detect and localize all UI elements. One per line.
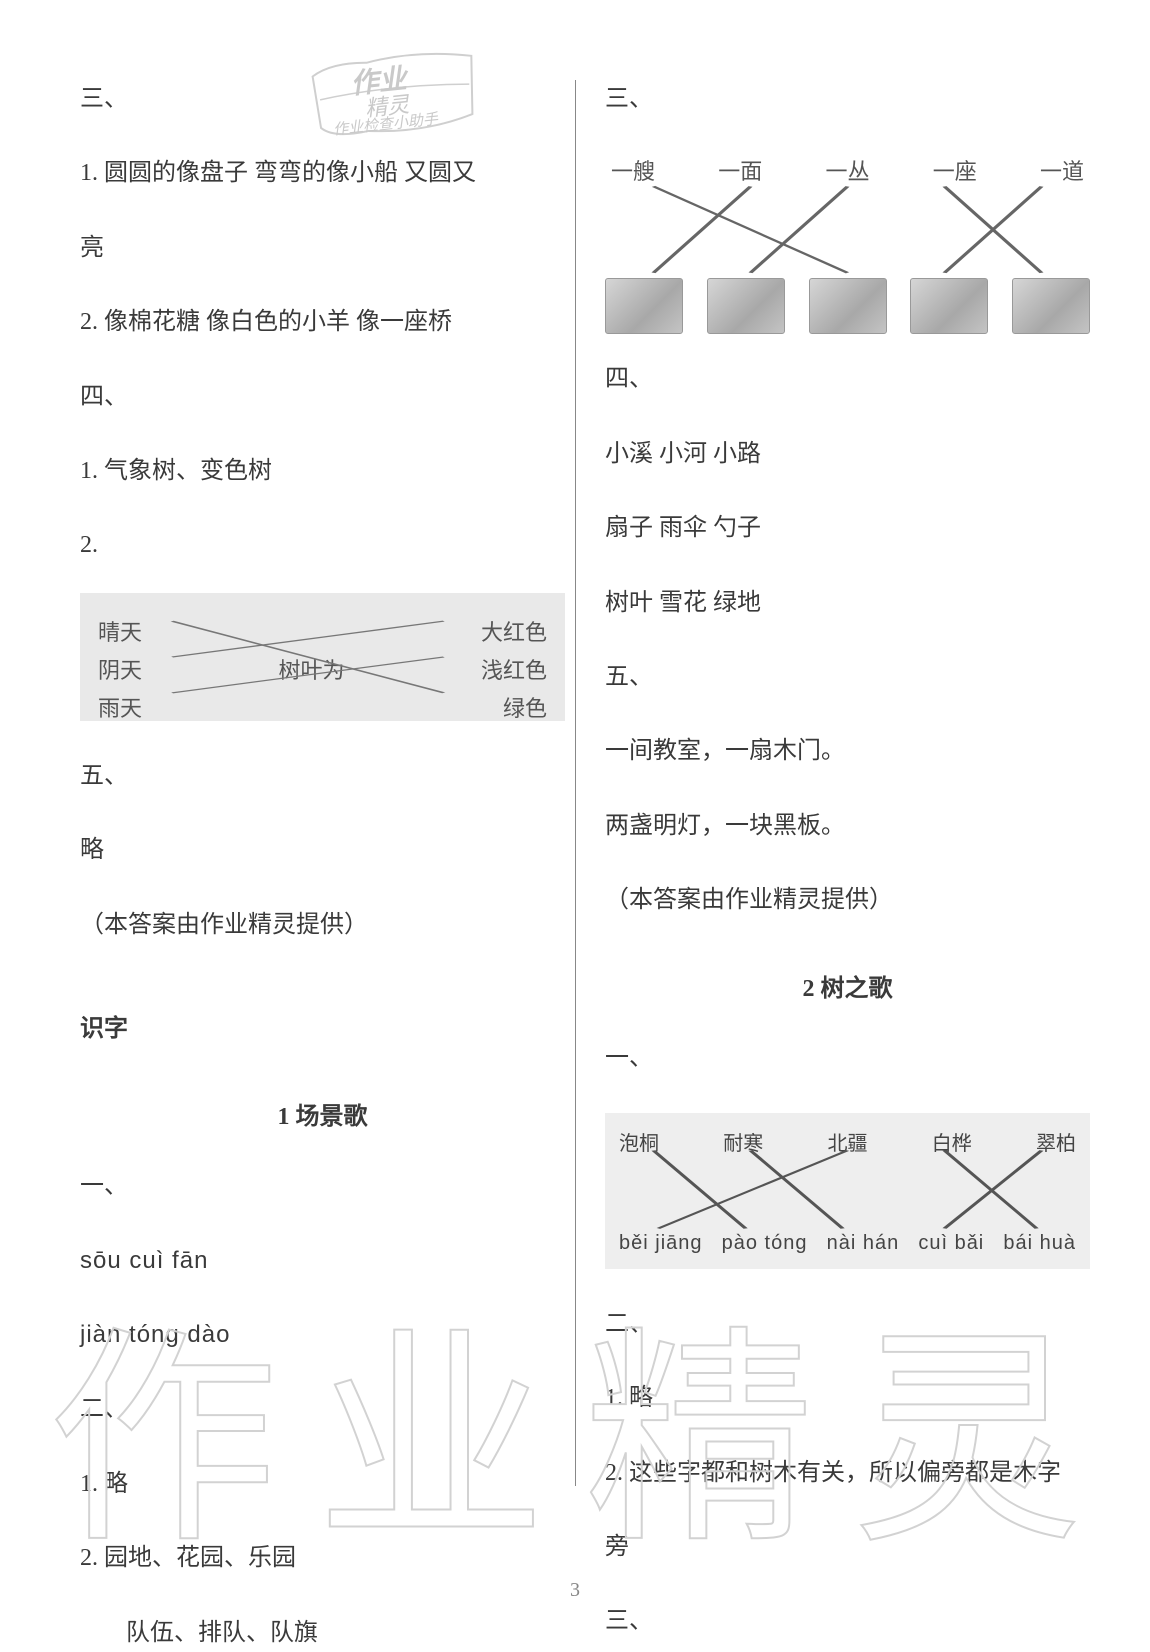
text: 1. 略 — [80, 1465, 565, 1503]
cls-label: 一座 — [933, 154, 977, 186]
text: 旁 — [605, 1528, 1090, 1566]
cls-image-flag — [605, 278, 683, 334]
text: 1. 气象树、变色树 — [80, 452, 565, 490]
pinyin-line: sōu cuì fān — [80, 1242, 565, 1280]
cls-image-ship — [809, 278, 887, 334]
py-bot: pào tóng — [722, 1232, 808, 1255]
lesson-title-2: 2 树之歌 — [605, 968, 1090, 1003]
cls-label: 一面 — [718, 154, 762, 186]
cls-label: 一丛 — [825, 154, 869, 186]
cls-image-bridge — [1012, 278, 1090, 334]
py-top: 泡桐 — [619, 1127, 659, 1156]
py-top: 翠柏 — [1036, 1127, 1076, 1156]
heading-er: 二、 — [80, 1390, 565, 1428]
match-left: 雨天 — [98, 691, 142, 723]
match-left: 阴天 — [98, 653, 142, 685]
py-top: 白桦 — [932, 1127, 972, 1156]
text: 2. 像棉花糖 像白色的小羊 像一座桥 — [80, 303, 565, 341]
heading-san2: 三、 — [605, 1602, 1090, 1640]
left-column: 三、 1. 圆圆的像盘子 弯弯的像小船 又圆又 亮 2. 像棉花糖 像白色的小羊… — [80, 80, 585, 1586]
text: 2. — [80, 526, 565, 564]
text: 一间教室，一扇木门。 — [605, 732, 1090, 770]
py-top: 北疆 — [828, 1127, 868, 1156]
text: 1. 略 — [605, 1379, 1090, 1417]
text: 亮 — [80, 229, 565, 267]
weather-match-box: 晴天 大红色 阴天 树叶为 浅红色 雨天 绿色 — [80, 593, 565, 721]
lesson-title-1: 1 场景歌 — [80, 1096, 565, 1131]
heading-san: 三、 — [605, 80, 1090, 118]
classifier-match: 一艘 一面 一丛 一座 一道 — [605, 154, 1090, 334]
cls-label: 一道 — [1040, 154, 1084, 186]
text: 1. 圆圆的像盘子 弯弯的像小船 又圆又 — [80, 154, 565, 192]
pinyin-line: jiàn tóng dào — [80, 1316, 565, 1354]
heading-si: 四、 — [80, 378, 565, 416]
heading-san: 三、 — [80, 80, 565, 118]
heading-yi: 一、 — [80, 1167, 565, 1205]
match-mid: 树叶为 — [278, 653, 344, 685]
heading-wu: 五、 — [605, 658, 1090, 696]
py-top: 耐寒 — [723, 1127, 763, 1156]
py-bot: bái huà — [1003, 1232, 1076, 1255]
text: 2. 这些字都和树木有关，所以偏旁都是木字 — [605, 1454, 1090, 1492]
page-number: 3 — [570, 1579, 580, 1602]
text: 扇子 雨伞 勺子 — [605, 509, 1090, 547]
heading-er: 二、 — [605, 1305, 1090, 1343]
page: 三、 1. 圆圆的像盘子 弯弯的像小船 又圆又 亮 2. 像棉花糖 像白色的小羊… — [0, 0, 1150, 1626]
text: 2. 园地、花园、乐园 — [80, 1539, 565, 1577]
py-bot: nài hán — [827, 1232, 900, 1255]
py-bot: cuì bǎi — [918, 1232, 984, 1255]
heading-wu: 五、 — [80, 757, 565, 795]
heading-shizi: 识字 — [80, 1010, 565, 1048]
right-column: 三、 一艘 一面 一丛 一座 一道 — [585, 80, 1090, 1586]
match-left: 晴天 — [98, 615, 142, 647]
text: 小溪 小河 小路 — [605, 435, 1090, 473]
text: 略 — [80, 831, 565, 869]
py-bot: běi jiāng — [619, 1232, 703, 1255]
text: 队伍、排队、队旗 — [80, 1614, 565, 1652]
cls-image-bamboo — [707, 278, 785, 334]
match-right: 浅红色 — [481, 653, 547, 685]
credit: （本答案由作业精灵提供） — [80, 906, 565, 944]
cls-image-rainbow — [910, 278, 988, 334]
text: 树叶 雪花 绿地 — [605, 584, 1090, 622]
heading-yi: 一、 — [605, 1039, 1090, 1077]
text: 两盏明灯，一块黑板。 — [605, 807, 1090, 845]
match-right: 绿色 — [503, 691, 547, 723]
cls-label: 一艘 — [611, 154, 655, 186]
match-right: 大红色 — [481, 615, 547, 647]
credit: （本答案由作业精灵提供） — [605, 881, 1090, 919]
heading-si: 四、 — [605, 360, 1090, 398]
pinyin-match-box: 泡桐 耐寒 北疆 白桦 翠柏 běi jiāng pào tóng nài há… — [605, 1113, 1090, 1269]
